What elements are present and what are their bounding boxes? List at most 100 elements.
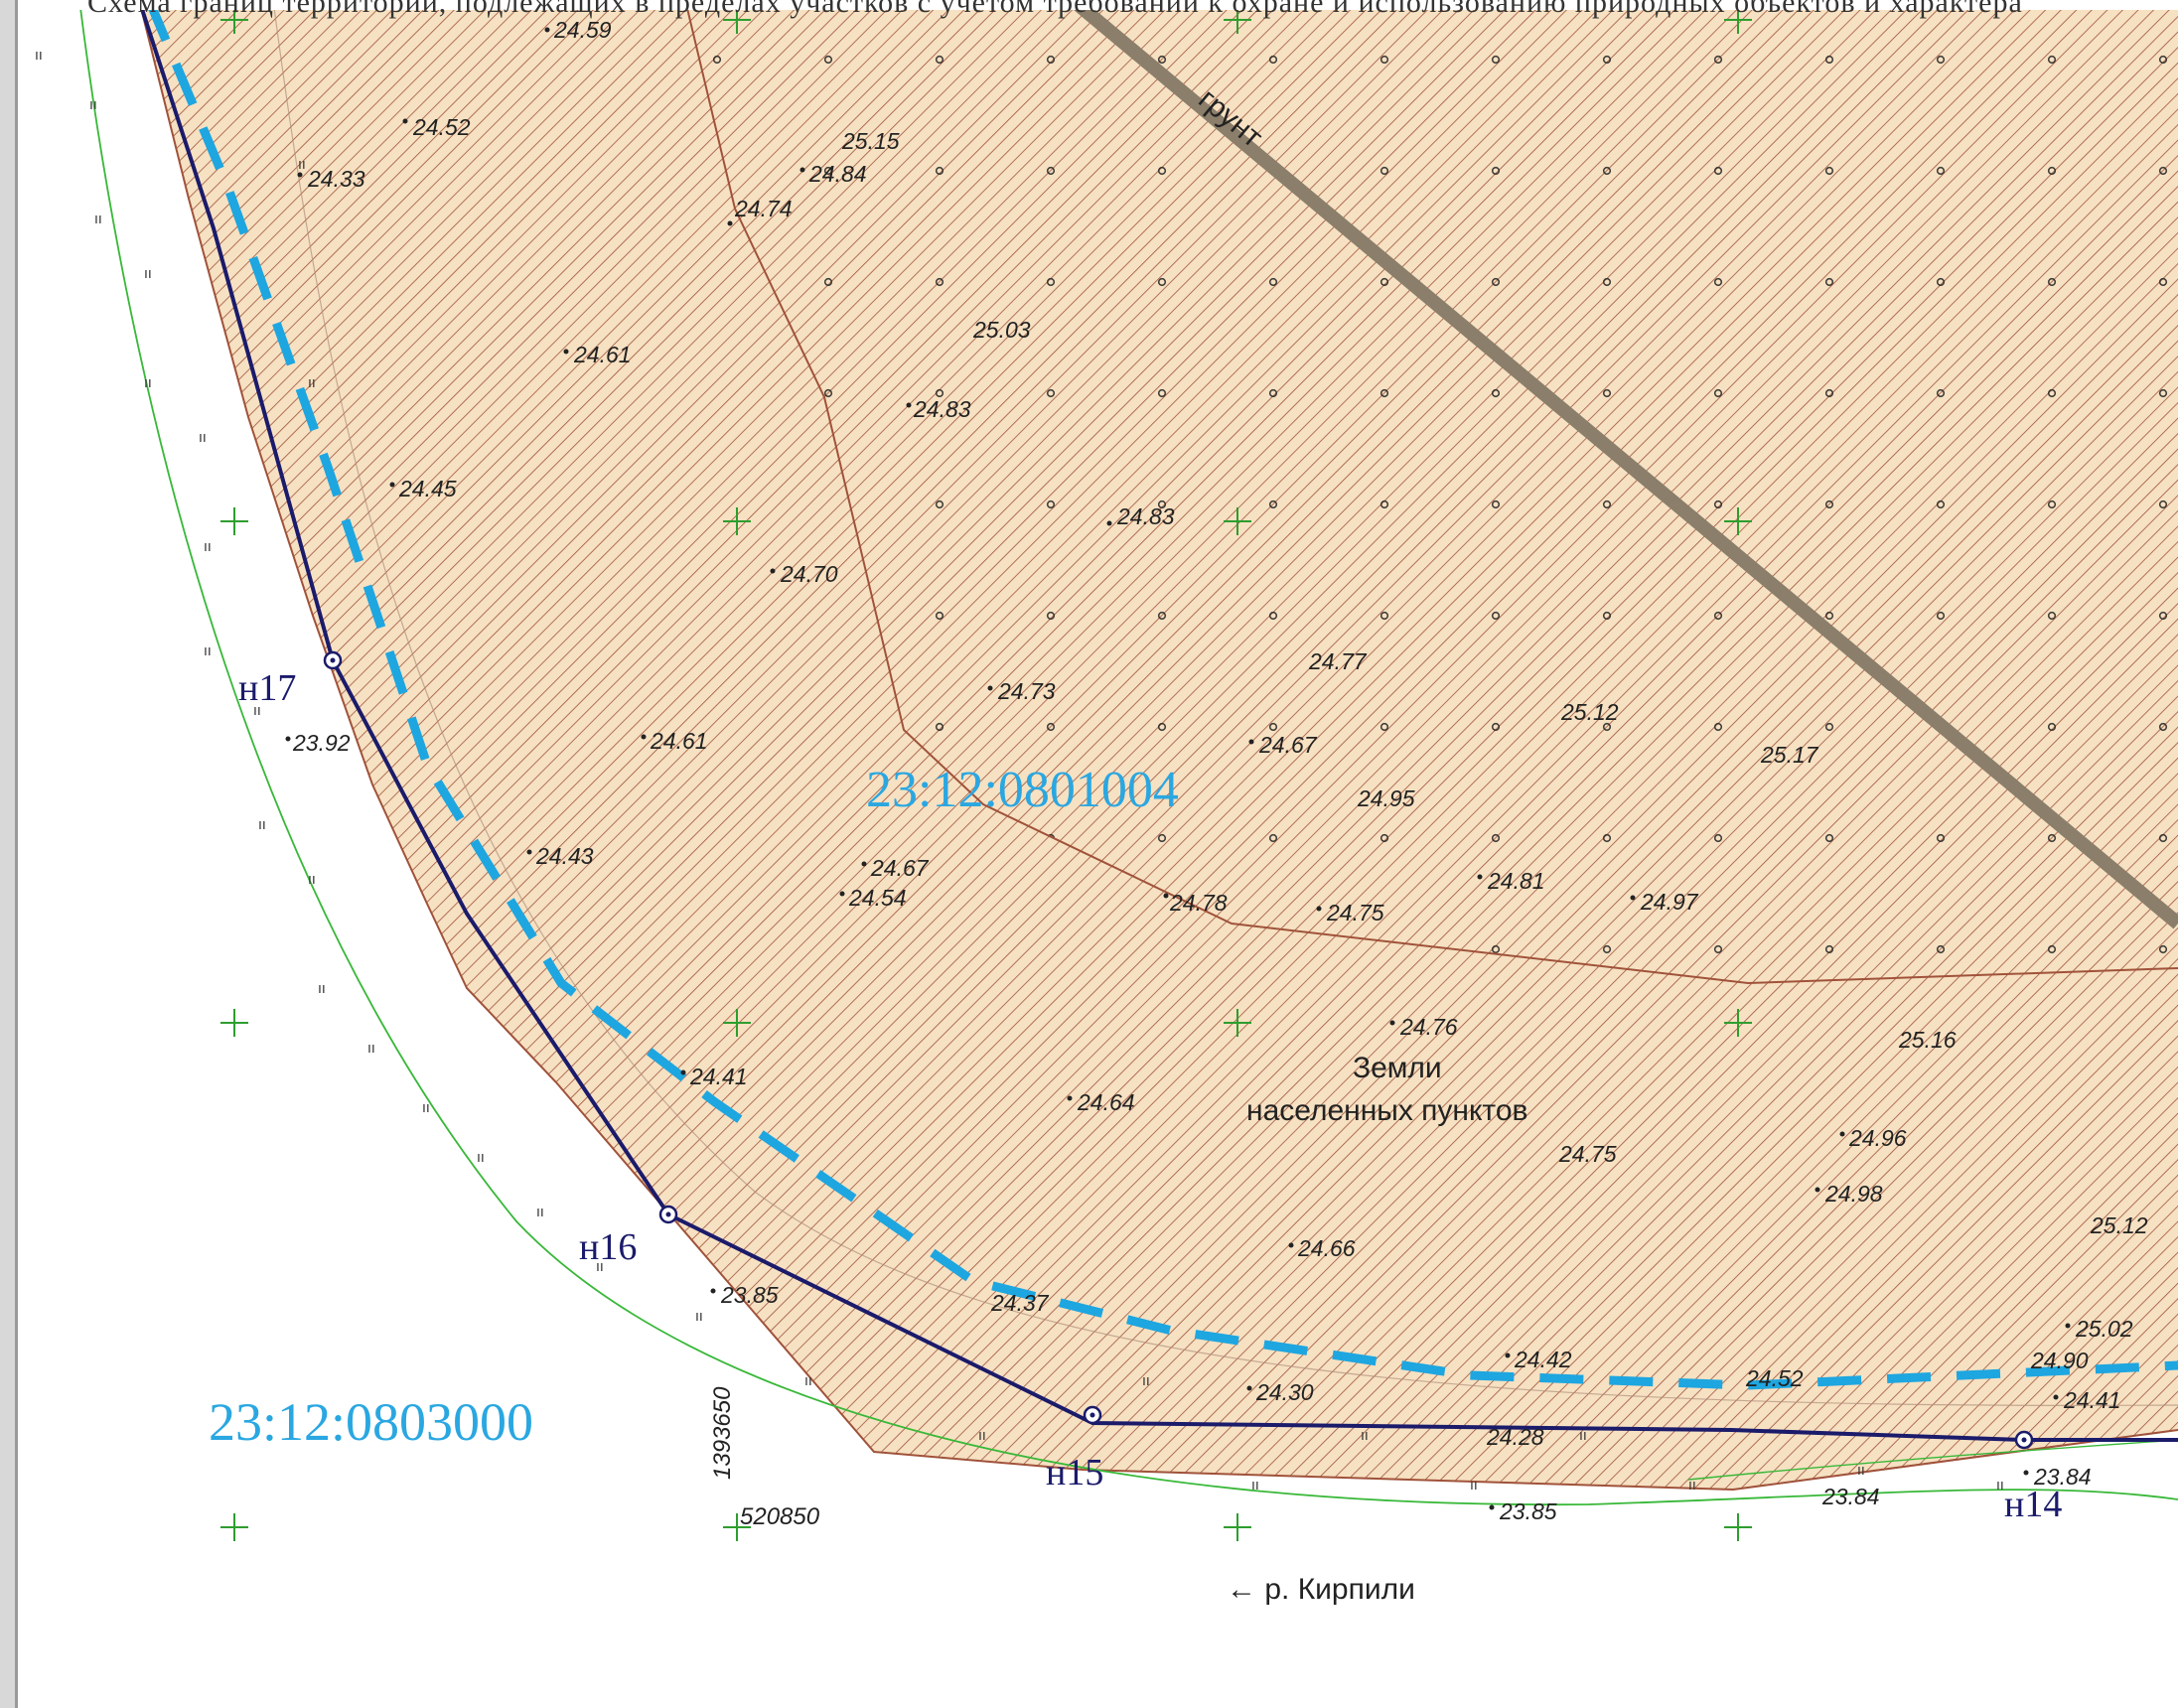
svg-text:ıı: ıı: [308, 872, 316, 888]
elevation-label: 25.16: [1898, 1027, 1957, 1053]
svg-text:ıı: ıı: [1579, 1428, 1587, 1444]
elevation-dots: [285, 27, 2071, 1510]
elevation-label: 24.97: [1640, 889, 1699, 915]
orchard-area: [685, 0, 2178, 983]
elevation-label: 23.84: [1821, 1484, 1880, 1509]
svg-text:ıı: ıı: [253, 703, 261, 719]
coord-horizontal: 520850: [740, 1503, 820, 1530]
elevation-label: 24.37: [990, 1290, 1050, 1316]
river-bank-line: [78, 0, 2178, 1506]
elevation-label: 24.81: [1487, 868, 1545, 894]
elevation-label: 25.15: [841, 128, 900, 154]
elevation-label: 24.77: [1308, 648, 1368, 674]
svg-text:ıı: ıı: [204, 539, 212, 555]
svg-text:ıı: ıı: [94, 212, 102, 227]
elevation-label: 25.12: [2090, 1212, 2148, 1238]
elevation-label: 23.85: [1499, 1498, 1557, 1524]
svg-text:ıı: ıı: [35, 48, 43, 64]
svg-text:ıı: ıı: [695, 1309, 703, 1325]
svg-text:ıı: ıı: [1688, 1478, 1696, 1494]
elevation-label: 24.33: [307, 166, 365, 192]
svg-text:ıı: ıı: [422, 1100, 430, 1116]
elevation-label: 24.67: [870, 855, 930, 881]
top-margin: Схема границ территории, подлежащих в пр…: [18, 0, 2178, 19]
svg-text:ıı: ıı: [1142, 1373, 1150, 1389]
svg-text:ıı: ıı: [978, 1428, 986, 1444]
svg-text:ıı: ıı: [1857, 1463, 1865, 1479]
outer-red-boundary: [138, 0, 2178, 1492]
elevation-label: 24.83: [1116, 503, 1175, 529]
elevation-label: 23.85: [720, 1282, 779, 1308]
elevation-label: 24.41: [2063, 1387, 2121, 1413]
elevation-labels: 24.59 24.52 24.33 25.15 24.84 24.74 25.0…: [292, 17, 2148, 1524]
point-label-n16: н16: [579, 1226, 637, 1268]
svg-text:ıı: ıı: [1251, 1478, 1259, 1494]
elevation-label: 24.52: [412, 114, 471, 140]
elevation-label: 24.43: [535, 843, 594, 869]
dashed-boundary: [144, 0, 2178, 1390]
point-label-n14: н14: [2004, 1484, 2062, 1525]
svg-text:ıı: ıı: [204, 643, 212, 659]
elevation-label: 24.95: [1357, 785, 1415, 811]
elevation-label: 24.28: [1486, 1424, 1544, 1450]
elevation-label: 25.17: [1760, 742, 1819, 768]
elevation-label: 25.03: [972, 317, 1031, 343]
zone-boundary-line: [684, 0, 2178, 985]
elevation-label: 24.61: [573, 342, 632, 367]
zone-label-line2: населенных пунктов: [1246, 1094, 1527, 1127]
zone-label-line1: Земли: [1353, 1052, 1442, 1084]
elevation-label: 24.75: [1558, 1141, 1617, 1167]
svg-text:ıı: ıı: [144, 266, 152, 282]
svg-text:ıı: ıı: [1470, 1478, 1478, 1494]
elevation-label: 24.90: [2030, 1348, 2089, 1373]
elevation-label: 24.64: [1077, 1089, 1135, 1115]
grass-symbols: ıı ıı ıı ıı ıı ıı ıı ıı ıı ıı ıı ıı ıı ıı ıı ıı ıı ı…: [35, 48, 2004, 1494]
river-label: ← р. Кирпили: [1227, 1573, 1415, 1606]
svg-text:ıı: ıı: [258, 817, 266, 833]
svg-text:ıı: ıı: [199, 430, 207, 446]
svg-text:ıı: ıı: [1361, 1428, 1369, 1444]
elevation-label: 24.73: [997, 678, 1056, 704]
elevation-label: 24.84: [808, 161, 867, 187]
elevation-label: 24.30: [1255, 1379, 1314, 1405]
svg-text:ıı: ıı: [89, 97, 97, 113]
elevation-label: 23.84: [2033, 1464, 2092, 1490]
elevation-label: 24.70: [780, 561, 838, 587]
svg-text:ıı: ıı: [596, 1259, 604, 1275]
svg-text:ıı: ıı: [477, 1150, 485, 1166]
point-label-n17: н17: [238, 667, 296, 709]
river-bank-line-2: [1687, 1439, 2178, 1481]
elevation-label: 24.83: [913, 396, 971, 422]
elevation-label: 24.41: [689, 1064, 748, 1089]
elevation-label: 24.42: [1514, 1347, 1572, 1372]
elevation-label: 24.75: [1326, 900, 1384, 925]
grid-crosses: [220, 6, 1752, 1541]
elevation-label: 24.66: [1297, 1235, 1356, 1261]
parcel-main-label: 23:12:0801004: [866, 762, 1179, 818]
faint-curve: [272, 0, 2178, 1407]
svg-text:ıı: ıı: [367, 1041, 375, 1057]
elevation-label: 25.02: [2075, 1316, 2133, 1342]
elevation-label: 24.98: [1824, 1181, 1883, 1207]
coord-vertical: 1393650: [709, 1386, 736, 1480]
elevation-label: 24.54: [848, 885, 907, 911]
elevation-label: 25.12: [1560, 699, 1619, 725]
elevation-label: 24.76: [1399, 1014, 1458, 1040]
elevation-label: 23.92: [292, 730, 351, 756]
elevation-label: 24.74: [734, 196, 793, 221]
svg-text:ıı: ıı: [536, 1205, 544, 1220]
svg-text:ıı: ıı: [144, 375, 152, 391]
header-text: Схема границ территории, подлежащих в пр…: [87, 0, 2023, 19]
svg-text:ıı: ıı: [298, 157, 306, 173]
parcel-outer-label: 23:12:0803000: [209, 1392, 533, 1452]
elevation-label: 24.78: [1169, 890, 1228, 916]
svg-text:ıı: ıı: [318, 981, 326, 997]
elevation-label: 24.96: [1848, 1125, 1907, 1151]
elevation-label: 24.67: [1258, 732, 1318, 758]
road: [1068, 0, 2178, 929]
svg-text:ıı: ıı: [308, 375, 316, 391]
elevation-label: 24.61: [650, 728, 708, 754]
left-frame: [0, 0, 18, 1708]
elevation-label: 24.59: [553, 17, 612, 43]
point-label-n15: н15: [1046, 1452, 1103, 1494]
